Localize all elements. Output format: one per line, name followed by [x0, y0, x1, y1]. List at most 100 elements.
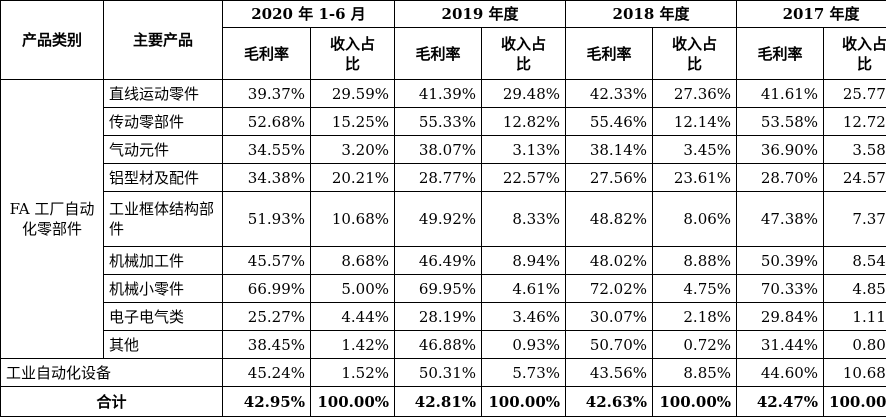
cell-value: 46.49%	[394, 246, 483, 275]
cell-value: 3.46%	[481, 302, 567, 331]
cell-value: 29.48%	[481, 79, 567, 108]
cell-value: 27.56%	[565, 163, 654, 192]
cell-value: 1.42%	[309, 330, 396, 359]
header-share: 收入占比	[823, 27, 886, 80]
header-product: 主要产品	[103, 0, 223, 80]
cell-value: 3.20%	[309, 135, 396, 164]
table-row: 电子电气类 25.27% 4.44% 28.19% 3.46% 30.07% 2…	[1, 302, 886, 331]
header-margin: 毛利率	[394, 27, 483, 80]
cell-value: 1.52%	[309, 358, 396, 387]
cell-value: 45.57%	[222, 246, 311, 275]
cell-value: 34.55%	[222, 135, 311, 164]
cell-value: 4.85%	[823, 274, 886, 303]
cell-value: 12.72%	[823, 107, 886, 136]
cell-value: 41.39%	[394, 79, 483, 108]
product-name: 电子电气类	[103, 302, 223, 331]
header-margin: 毛利率	[222, 27, 311, 80]
cell-value: 0.93%	[481, 330, 567, 359]
cell-value: 0.72%	[652, 330, 738, 359]
cell-value: 3.58%	[823, 135, 886, 164]
cell-value: 8.94%	[481, 246, 567, 275]
product-name: 机械加工件	[103, 246, 223, 275]
product-name: 其他	[103, 330, 223, 359]
cell-value: 49.92%	[394, 191, 483, 247]
cell-value: 24.57%	[823, 163, 886, 192]
total-label: 合计	[0, 386, 223, 417]
cell-value: 55.46%	[565, 107, 654, 136]
cell-value: 20.21%	[309, 163, 396, 192]
cell-value: 45.24%	[222, 358, 311, 387]
cell-value: 38.45%	[222, 330, 311, 359]
cell-value: 5.73%	[481, 358, 567, 387]
cell-value: 69.95%	[394, 274, 483, 303]
total-value: 100.00%	[481, 386, 567, 417]
cell-value: 7.37%	[823, 191, 886, 247]
cell-value: 28.77%	[394, 163, 483, 192]
total-value: 42.63%	[565, 386, 654, 417]
header-period-2019: 2019 年度	[394, 0, 567, 28]
cell-value: 34.38%	[222, 163, 311, 192]
cell-value: 1.11%	[823, 302, 886, 331]
header-margin: 毛利率	[565, 27, 654, 80]
total-value: 100.00%	[309, 386, 396, 417]
product-name: 工业框体结构部件	[103, 191, 223, 247]
cell-value: 52.68%	[222, 107, 311, 136]
cell-value: 41.61%	[736, 79, 825, 108]
cell-value: 25.27%	[222, 302, 311, 331]
cell-value: 12.82%	[481, 107, 567, 136]
table-row: 工业框体结构部件 51.93% 10.68% 49.92% 8.33% 48.8…	[1, 191, 886, 247]
cell-value: 4.61%	[481, 274, 567, 303]
cell-value: 55.33%	[394, 107, 483, 136]
cell-value: 29.84%	[736, 302, 825, 331]
header-row-periods: 产品类别 主要产品 2020 年 1-6 月 2019 年度 2018 年度 2…	[0, 0, 886, 80]
total-value: 100.00%	[652, 386, 738, 417]
total-value: 100.00%	[823, 386, 886, 417]
cell-value: 53.58%	[736, 107, 825, 136]
cell-value: 28.70%	[736, 163, 825, 192]
table-row: 气动元件 34.55% 3.20% 38.07% 3.13% 38.14% 3.…	[1, 135, 886, 164]
table-row: 传动零部件 52.68% 15.25% 55.33% 12.82% 55.46%…	[1, 107, 886, 136]
header-period-2017: 2017 年度	[736, 0, 886, 28]
cell-value: 42.33%	[565, 79, 654, 108]
cell-value: 23.61%	[652, 163, 738, 192]
cell-value: 10.68%	[823, 358, 886, 387]
cell-value: 46.88%	[394, 330, 483, 359]
header-period-2020h1: 2020 年 1-6 月	[221, 0, 396, 28]
cell-value: 66.99%	[222, 274, 311, 303]
cell-value: 29.59%	[309, 79, 396, 108]
cell-value: 27.36%	[652, 79, 738, 108]
header-margin: 毛利率	[736, 27, 825, 80]
product-name: 气动元件	[103, 135, 223, 164]
cell-value: 28.19%	[394, 302, 483, 331]
table-row: FA 工厂自动化零部件 直线运动零件 39.37% 29.59% 41.39% …	[0, 79, 886, 359]
cell-value: 2.18%	[652, 302, 738, 331]
table-row: 机械加工件 45.57% 8.68% 46.49% 8.94% 48.02% 8…	[1, 246, 886, 275]
table-row: 机械小零件 66.99% 5.00% 69.95% 4.61% 72.02% 4…	[1, 274, 886, 303]
product-name: 传动零部件	[103, 107, 223, 136]
cell-value: 8.54%	[823, 246, 886, 275]
header-share: 收入占比	[652, 27, 738, 80]
cell-value: 38.14%	[565, 135, 654, 164]
cell-value: 48.02%	[565, 246, 654, 275]
cell-value: 8.68%	[309, 246, 396, 275]
header-share: 收入占比	[309, 27, 396, 80]
total-value: 42.47%	[736, 386, 825, 417]
cell-value: 3.45%	[652, 135, 738, 164]
cell-value: 43.56%	[565, 358, 654, 387]
cell-value: 10.68%	[309, 191, 396, 247]
cell-value: 50.70%	[565, 330, 654, 359]
cell-value: 70.33%	[736, 274, 825, 303]
cell-value: 30.07%	[565, 302, 654, 331]
total-value: 42.95%	[222, 386, 311, 417]
header-period-2018: 2018 年度	[565, 0, 738, 28]
cell-value: 8.33%	[481, 191, 567, 247]
cell-value: 15.25%	[309, 107, 396, 136]
product-name: 直线运动零件	[103, 79, 223, 108]
total-value: 42.81%	[394, 386, 483, 417]
cell-value: 5.00%	[309, 274, 396, 303]
header-share: 收入占比	[481, 27, 567, 80]
header-row-metrics: 毛利率 收入占比 毛利率 收入占比 毛利率 收入占比 毛利率 收入占比	[1, 27, 886, 80]
cell-value: 31.44%	[736, 330, 825, 359]
cell-value: 8.88%	[652, 246, 738, 275]
cell-value: 12.14%	[652, 107, 738, 136]
